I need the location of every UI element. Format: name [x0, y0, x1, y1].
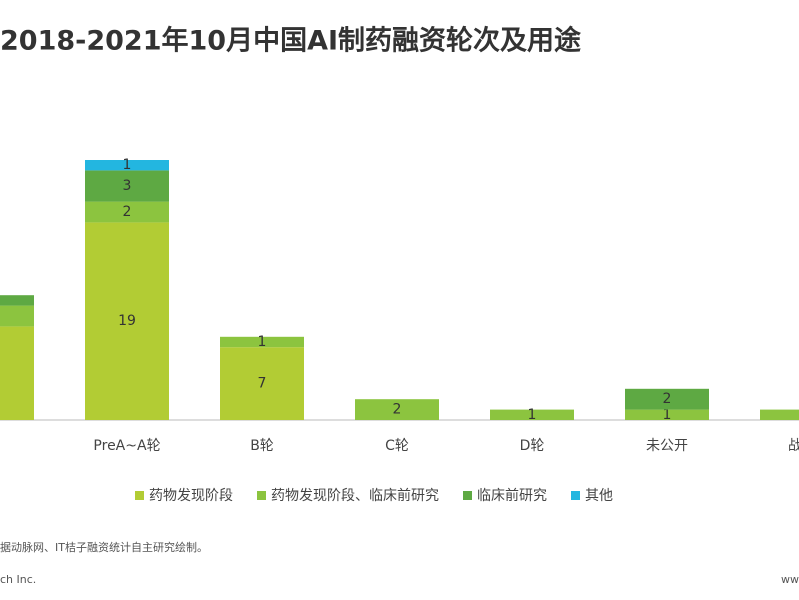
bar-segment	[220, 336, 304, 348]
data-label: 1	[798, 407, 799, 423]
data-label: 3	[123, 178, 132, 194]
x-tick-label: B轮	[250, 438, 274, 454]
bar-segment	[355, 399, 439, 420]
x-tick-label: 未公开	[646, 438, 688, 454]
x-tick-label: 战略	[788, 438, 799, 454]
chart-title: 2018-2021年10月中国AI制药融资轮次及用途	[0, 25, 582, 57]
bar-segment	[85, 160, 169, 171]
bar-segment	[85, 222, 169, 420]
data-label: 1	[123, 157, 132, 173]
bar-segment	[625, 388, 709, 410]
legend-label: 药物发现阶段	[149, 488, 233, 504]
source-note: 据动脉网、IT桔子融资统计自主研究绘制。	[0, 540, 208, 554]
data-label: 1	[528, 407, 537, 423]
legend-label: 临床前研究	[477, 487, 547, 504]
legend-label: 其他	[585, 488, 613, 504]
legend-swatch	[571, 491, 580, 500]
bar-segment	[0, 295, 34, 306]
legend-swatch	[463, 491, 472, 500]
footer-left: ch Inc.	[0, 573, 36, 586]
data-label: 2	[393, 402, 402, 418]
bar-segment	[760, 409, 799, 420]
data-label: 1	[258, 334, 267, 350]
x-tick-label: D轮	[520, 438, 545, 454]
bar-segment	[490, 409, 574, 420]
bar-segment	[220, 347, 304, 420]
footer-right: ww	[781, 573, 799, 586]
data-label: 2	[663, 391, 672, 407]
legend-swatch	[135, 491, 144, 500]
x-tick-label: C轮	[385, 438, 409, 454]
data-label: 7	[258, 376, 267, 392]
bar-segment	[625, 409, 709, 420]
data-label: 1	[663, 407, 672, 423]
data-label: 19	[118, 313, 136, 329]
bar-segment	[85, 201, 169, 223]
bar-segment	[0, 305, 34, 327]
bar-segment	[85, 170, 169, 202]
bar-segment	[0, 326, 34, 420]
data-label: 2	[123, 204, 132, 220]
legend-swatch	[257, 491, 266, 500]
legend-label: 药物发现阶段、临床前研究	[271, 487, 439, 504]
x-tick-label: PreA~A轮	[93, 438, 160, 454]
